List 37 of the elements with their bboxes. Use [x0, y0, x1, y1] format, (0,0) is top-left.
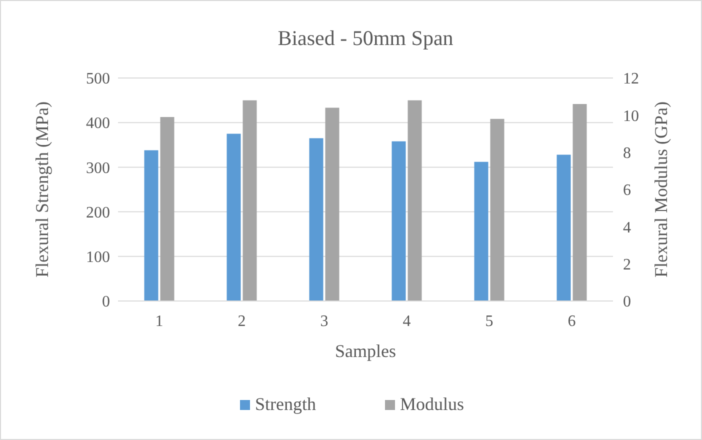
legend-label: Strength — [255, 394, 316, 414]
bar — [556, 154, 571, 301]
bar — [309, 138, 324, 301]
y-tick-label: 200 — [86, 204, 110, 222]
y2-tick-label: 6 — [623, 182, 631, 200]
bar — [572, 104, 587, 301]
y2-tick-label: 0 — [623, 294, 631, 311]
bar — [144, 150, 158, 301]
x-tick-label: 4 — [402, 313, 411, 330]
x-tick-label: 6 — [568, 313, 576, 330]
x-tick-label: 1 — [155, 313, 164, 330]
y-tick-label: 100 — [86, 249, 110, 266]
legend-label: Modulus — [400, 394, 464, 414]
bar — [474, 162, 488, 301]
y2-tick-label: 2 — [623, 256, 631, 274]
bar — [325, 108, 340, 301]
chart-title: Biased - 50mm Span — [278, 26, 454, 50]
y-tick-label: 500 — [86, 70, 110, 88]
bar — [490, 118, 504, 301]
y2-axis-title: Flexural Modulus (GPa) — [651, 102, 671, 278]
y2-tick-label: 10 — [623, 108, 639, 125]
bar — [160, 117, 174, 301]
y-tick-label: 400 — [86, 115, 110, 132]
y2-tick-label: 4 — [623, 219, 631, 236]
x-tick-label: 3 — [320, 313, 328, 330]
y2-tick-label: 8 — [623, 144, 631, 162]
y-tick-label: 300 — [86, 160, 110, 177]
x-tick-label: 2 — [238, 313, 246, 330]
y-tick-label: 0 — [102, 294, 110, 311]
x-axis-title: Samples — [335, 341, 396, 361]
bar — [226, 134, 241, 301]
y-axis-title: Flexural Strength (MPa) — [32, 102, 52, 278]
bar — [392, 141, 406, 301]
x-tick-label: 5 — [485, 313, 494, 330]
bar — [242, 100, 257, 301]
y2-tick-label: 12 — [623, 70, 639, 88]
bar — [408, 100, 422, 301]
